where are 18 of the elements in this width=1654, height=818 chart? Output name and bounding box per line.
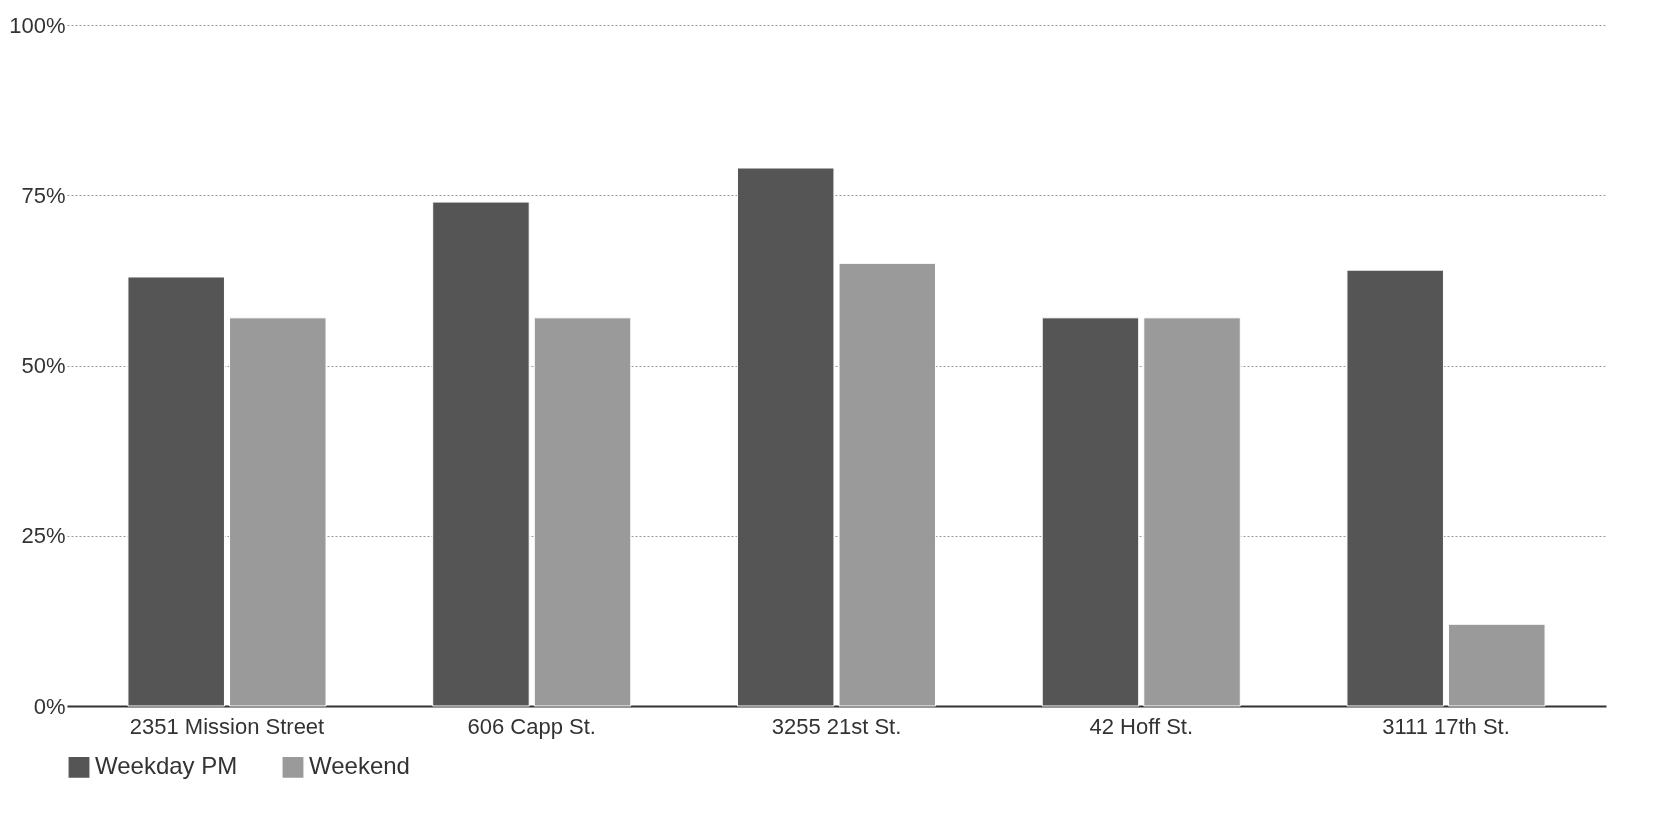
bar: [1041, 317, 1140, 707]
bar: [736, 167, 835, 707]
y-tick-label: 75%: [21, 182, 66, 208]
bar: [1346, 269, 1444, 707]
x-tick-label: 3111 17th St.: [1382, 713, 1510, 739]
x-tick-label: 3255 21st St.: [771, 713, 902, 739]
y-tick-label: 25%: [21, 523, 66, 549]
y-tick-label: 50%: [21, 353, 66, 378]
x-tick-label: 2351 Mission Street: [129, 713, 325, 739]
x-tick-label: 42 Hoff St.: [1089, 713, 1194, 739]
x-tick-label: 606 Capp St.: [467, 713, 596, 739]
bar: [432, 201, 530, 707]
bar: [127, 276, 225, 707]
y-tick-label: 100%: [9, 12, 66, 38]
legend-label: Weekend: [309, 752, 410, 780]
bar: [1448, 623, 1546, 707]
y-tick-label: 0%: [33, 693, 66, 719]
legend-label: Weekday PM: [95, 752, 238, 780]
